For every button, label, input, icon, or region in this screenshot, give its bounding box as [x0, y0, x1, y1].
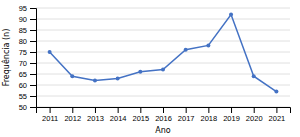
x-tick-label: 2015 — [132, 114, 149, 123]
x-axis-line — [37, 108, 291, 114]
y-tick: 55 — [19, 92, 36, 101]
x-tick: 2012 — [64, 107, 81, 123]
y-tick-mark — [30, 63, 36, 64]
line — [50, 15, 277, 92]
x-tick: 2011 — [42, 107, 58, 123]
x-tick-mark — [50, 107, 51, 113]
x-axis-title: Ano — [155, 126, 171, 135]
chart: 2011 2012 2013 2014 2015 2016 2017 2018 2019 2020… — [0, 0, 300, 137]
x-tick-mark — [118, 107, 119, 113]
point — [274, 90, 278, 94]
x-tick-mark — [208, 107, 209, 113]
y-tick: 95 — [19, 4, 36, 13]
y-axis-title: Frequência (n) — [1, 29, 11, 87]
chart-container: 2011 2012 2013 2014 2015 2016 2017 2018 2019 2020… — [0, 0, 300, 137]
x-tick-label: 2011 — [42, 114, 58, 123]
x-tick-mark — [254, 107, 255, 113]
grid-line — [36, 74, 290, 75]
y-tick-mark — [30, 30, 36, 31]
y-tick-mark — [30, 19, 36, 20]
y-tick: 75 — [19, 48, 36, 57]
grid-line — [36, 63, 290, 64]
point — [138, 70, 142, 74]
point — [48, 50, 52, 54]
point — [184, 48, 188, 52]
x-tick-label: 2014 — [110, 114, 127, 123]
x-tick-mark — [140, 107, 141, 113]
y-tick: 60 — [19, 81, 36, 90]
y-tick-label: 60 — [19, 81, 27, 90]
point — [229, 13, 233, 17]
y-tick-mark — [30, 85, 36, 86]
x-tick: 2017 — [178, 107, 195, 123]
y-tick-label: 75 — [19, 48, 27, 57]
x-axis: 2011 2012 2013 2014 2015 2016 2017 2018 2019 2020… — [37, 107, 291, 123]
y-tick: 50 — [19, 103, 36, 112]
x-tick: 2019 — [223, 107, 240, 123]
x-tick-label: 2018 — [201, 114, 218, 123]
y-tick: 70 — [19, 59, 36, 68]
y-tick: 90 — [19, 15, 36, 24]
x-tick-mark — [72, 107, 73, 113]
x-tick-label: 2017 — [178, 114, 195, 123]
grid-line — [36, 30, 290, 31]
grid-line — [36, 85, 290, 86]
y-tick-label: 50 — [19, 103, 27, 112]
y-tick-label: 90 — [19, 15, 27, 24]
y-tick-label: 95 — [19, 4, 27, 13]
x-tick-mark — [186, 107, 187, 113]
point — [206, 43, 210, 47]
x-tick: 2015 — [132, 107, 149, 123]
x-tick: 2013 — [87, 107, 104, 123]
y-tick-mark — [30, 74, 36, 75]
x-tick-mark — [231, 107, 232, 113]
grid-line — [36, 8, 290, 9]
y-axis: 50 55 60 65 70 75 80 85 90 95 — [19, 4, 37, 112]
x-tick-label: 2012 — [64, 114, 81, 123]
y-tick-label: 80 — [19, 37, 27, 46]
y-tick-label: 65 — [19, 70, 27, 79]
point — [252, 74, 256, 78]
x-tick-label: 2013 — [87, 114, 104, 123]
point — [116, 76, 120, 80]
y-tick: 65 — [19, 70, 36, 79]
y-tick-label: 55 — [19, 92, 27, 101]
grid-line — [36, 52, 290, 53]
grid-line — [36, 96, 290, 97]
y-tick-label: 85 — [19, 26, 27, 35]
x-tick-mark — [163, 107, 164, 113]
x-tick: 2014 — [110, 107, 127, 123]
y-tick: 85 — [19, 26, 36, 35]
x-tick: 2018 — [201, 107, 218, 123]
x-tick-label: 2016 — [155, 114, 172, 123]
y-tick-label: 70 — [19, 59, 27, 68]
x-tick-label: 2021 — [269, 114, 286, 123]
x-tick-label: 2019 — [223, 114, 240, 123]
x-tick: 2020 — [246, 107, 263, 123]
x-tick: 2016 — [155, 107, 172, 123]
x-tick-mark — [95, 107, 96, 113]
y-tick-mark — [30, 96, 36, 97]
point — [70, 74, 74, 78]
grid-line — [36, 19, 290, 20]
point — [93, 79, 97, 83]
marks — [48, 13, 279, 94]
x-tick-label: 2020 — [246, 114, 263, 123]
x-tick: 2021 — [269, 107, 286, 123]
plot: 2011 2012 2013 2014 2015 2016 2017 2018 2019 2020… — [19, 4, 291, 123]
point — [161, 68, 165, 72]
y-tick-mark — [30, 41, 36, 42]
y-tick-mark — [30, 8, 36, 9]
x-tick-mark — [276, 107, 277, 113]
grid — [36, 8, 290, 107]
grid-line — [36, 41, 290, 42]
y-axis-line — [30, 9, 37, 108]
y-tick-mark — [30, 52, 36, 53]
y-tick: 80 — [19, 37, 36, 46]
y-tick-mark — [30, 107, 36, 108]
